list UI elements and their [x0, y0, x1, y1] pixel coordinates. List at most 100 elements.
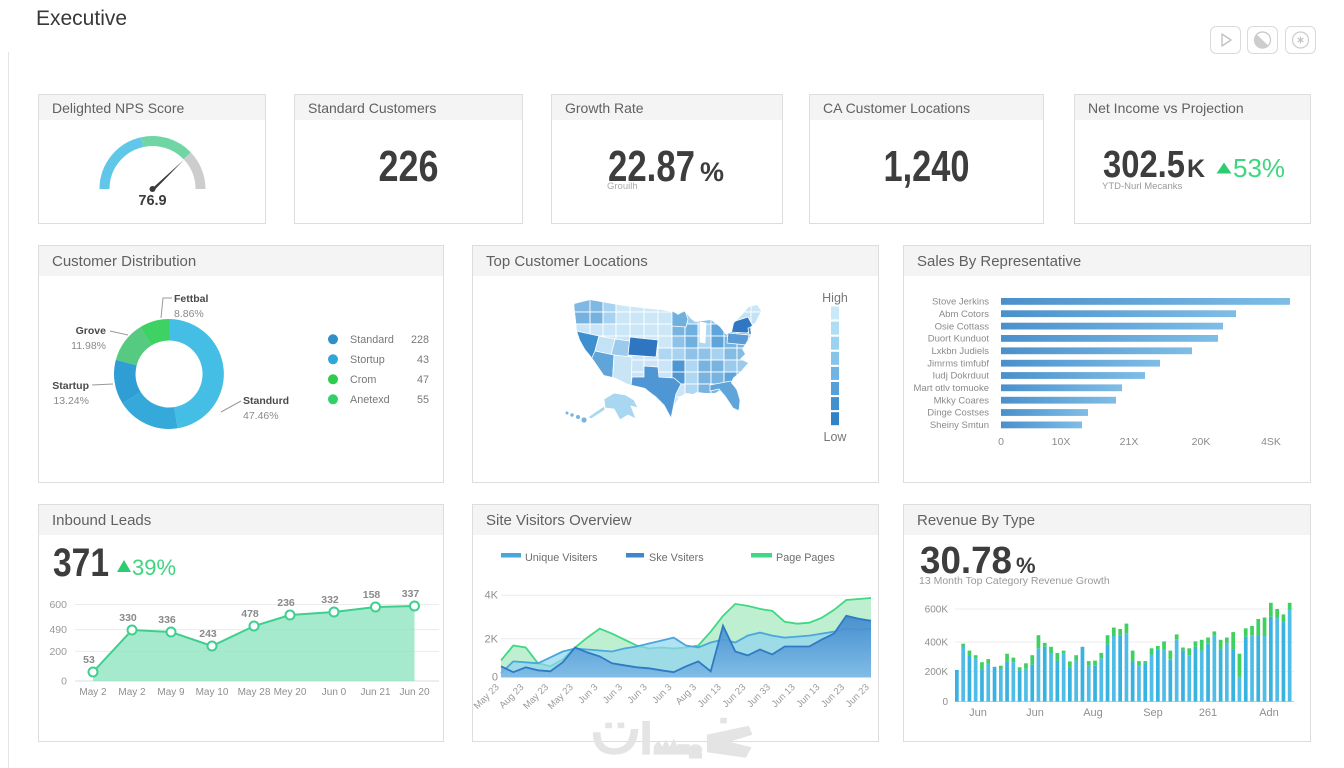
svg-text:Grouilh: Grouilh [607, 181, 638, 192]
svg-text:Stove Jerkins: Stove Jerkins [932, 297, 989, 308]
svg-text:Mey 20: Mey 20 [274, 687, 307, 698]
svg-text:302.5: 302.5 [1103, 144, 1185, 186]
svg-text:4SK: 4SK [1261, 436, 1281, 448]
svg-text:May 23: May 23 [521, 682, 551, 712]
svg-text:200K: 200K [925, 667, 949, 678]
svg-text:53: 53 [83, 654, 95, 666]
svg-text:May 10: May 10 [196, 687, 229, 698]
svg-text:Jun 13: Jun 13 [794, 682, 822, 710]
svg-text:Jun 3: Jun 3 [601, 682, 625, 706]
svg-text:K: K [1187, 155, 1205, 183]
svg-text:13 Month Top Category Revenue: 13 Month Top Category Revenue Growth [919, 575, 1110, 587]
svg-text:YTD-Nurl Mecanks: YTD-Nurl Mecanks [1102, 181, 1182, 192]
svg-text:Jun 13: Jun 13 [696, 682, 724, 710]
svg-text:May 23: May 23 [546, 682, 576, 712]
svg-text:47: 47 [417, 374, 429, 386]
svg-text:Aug 3: Aug 3 [674, 682, 699, 707]
svg-text:337: 337 [402, 588, 420, 600]
svg-text:Osie Cottass: Osie Cottass [935, 321, 990, 332]
svg-text:228: 228 [411, 334, 429, 346]
svg-text:Jun 23: Jun 23 [819, 682, 847, 710]
svg-text:Jun: Jun [969, 707, 987, 719]
svg-text:Jun 33: Jun 33 [745, 682, 773, 710]
svg-text:39%: 39% [132, 555, 176, 580]
svg-text:Mart otlv tomuoke: Mart otlv tomuoke [914, 383, 990, 394]
svg-text:Jun: Jun [1026, 707, 1044, 719]
svg-text:600K: 600K [925, 605, 949, 616]
svg-text:0: 0 [998, 436, 1004, 448]
svg-text:Aug 23: Aug 23 [497, 682, 526, 711]
svg-text:Jun 23: Jun 23 [844, 682, 872, 710]
svg-text:Sheiny Smtun: Sheiny Smtun [930, 420, 989, 431]
svg-text:Startup: Startup [52, 380, 89, 392]
svg-text:Grove: Grove [76, 325, 107, 337]
svg-text:1,240: 1,240 [884, 142, 970, 191]
svg-text:Jun 3: Jun 3 [650, 682, 674, 706]
svg-text:Jun 3: Jun 3 [576, 682, 600, 706]
svg-text:May 28: May 28 [238, 687, 271, 698]
svg-text:Duort Kunduot: Duort Kunduot [928, 334, 990, 345]
svg-text:2K: 2K [485, 633, 499, 645]
svg-text:243: 243 [199, 628, 217, 640]
svg-text:400K: 400K [925, 638, 949, 649]
svg-text:47.46%: 47.46% [243, 410, 279, 422]
svg-text:600: 600 [49, 599, 67, 611]
svg-text:Jimrms timfubf: Jimrms timfubf [927, 358, 989, 369]
svg-text:Fettbal: Fettbal [174, 293, 209, 305]
svg-text:May 2: May 2 [118, 687, 146, 698]
svg-text:Lxkbn Judiels: Lxkbn Judiels [931, 346, 989, 357]
svg-text:76.9: 76.9 [138, 193, 166, 209]
svg-text:11.98%: 11.98% [71, 340, 106, 352]
svg-text:0: 0 [61, 676, 67, 688]
svg-text:Jun 21: Jun 21 [360, 687, 390, 698]
svg-text:261: 261 [1199, 707, 1217, 719]
svg-text:Aug: Aug [1083, 707, 1103, 719]
svg-text:21X: 21X [1120, 436, 1139, 448]
svg-text:Standurd: Standurd [243, 395, 289, 407]
svg-text:236: 236 [277, 597, 295, 609]
svg-text:Jun 0: Jun 0 [322, 687, 347, 698]
svg-text:Stortup: Stortup [350, 354, 385, 366]
svg-text:158: 158 [363, 589, 381, 601]
svg-text:Jun 13: Jun 13 [770, 682, 798, 710]
svg-text:371: 371 [53, 541, 109, 585]
svg-text:336: 336 [158, 614, 176, 626]
svg-text:Dinge Costses: Dinge Costses [927, 408, 989, 419]
svg-text:0: 0 [492, 672, 498, 684]
svg-text:Adn: Adn [1259, 707, 1279, 719]
svg-text:Abm Cotors: Abm Cotors [939, 309, 989, 320]
svg-text:53%: 53% [1233, 153, 1285, 183]
svg-text:Unique Visiters: Unique Visiters [525, 552, 598, 564]
svg-text:Iudj Dokrduut: Iudj Dokrduut [932, 371, 989, 382]
svg-text:May 9: May 9 [157, 687, 185, 698]
svg-text:Jun 23: Jun 23 [720, 682, 748, 710]
svg-text:8.86%: 8.86% [174, 308, 204, 320]
svg-text:332: 332 [321, 594, 339, 606]
svg-text:0: 0 [942, 697, 948, 708]
svg-text:Page Pages: Page Pages [776, 552, 835, 564]
svg-text:Standard: Standard [350, 334, 394, 346]
svg-text:Jun 20: Jun 20 [399, 687, 429, 698]
svg-text:10X: 10X [1052, 436, 1071, 448]
svg-text:Ske Vsiters: Ske Vsiters [649, 552, 704, 564]
svg-text:478: 478 [241, 608, 259, 620]
svg-text:30.78: 30.78 [920, 540, 1012, 582]
svg-text:%: % [700, 157, 724, 187]
svg-text:May 2: May 2 [79, 687, 107, 698]
svg-text:4K: 4K [485, 590, 499, 602]
svg-text:43: 43 [417, 354, 429, 366]
svg-text:Crom: Crom [350, 374, 376, 386]
svg-text:Low: Low [824, 430, 848, 444]
svg-text:490: 490 [49, 624, 67, 636]
svg-text:May 23: May 23 [473, 682, 502, 712]
svg-text:%: % [1016, 553, 1036, 578]
svg-text:226: 226 [379, 142, 439, 191]
svg-text:20K: 20K [1192, 436, 1211, 448]
svg-text:55: 55 [417, 394, 429, 406]
svg-text:200: 200 [49, 646, 67, 658]
svg-text:330: 330 [119, 612, 137, 624]
svg-text:22.87: 22.87 [608, 142, 695, 191]
svg-text:High: High [822, 291, 848, 305]
svg-text:Anetexd: Anetexd [350, 394, 390, 406]
svg-text:Sep: Sep [1143, 707, 1163, 719]
